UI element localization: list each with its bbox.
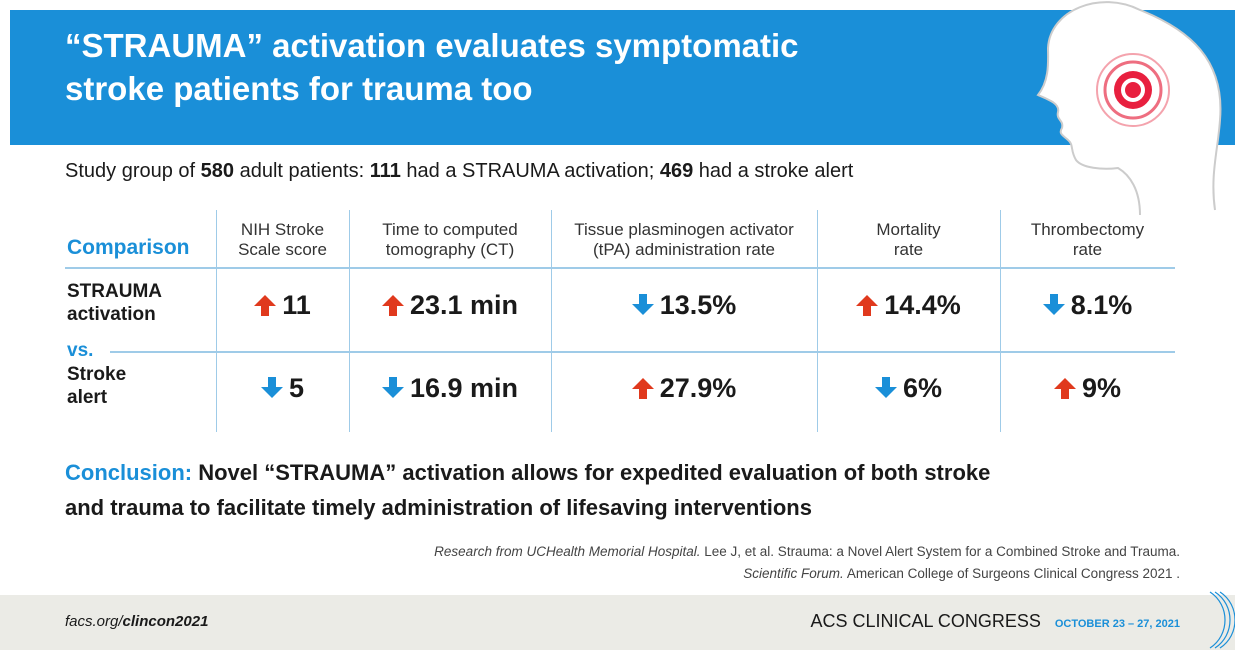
table-cell: 27.9%: [551, 363, 817, 413]
subtitle-number: 469: [660, 160, 693, 182]
arrow-up: [254, 294, 276, 316]
citation-text: American College of Surgeons Clinical Co…: [844, 566, 1180, 581]
cell-value: 14.4%: [884, 290, 961, 321]
corner-label: Comparison: [67, 236, 190, 260]
table-cell: 11: [216, 280, 349, 330]
column-header-line: (tPA) administration rate: [551, 240, 817, 260]
table-cell: 23.1 min: [349, 280, 551, 330]
row-label-line: Stroke: [67, 363, 126, 386]
arrow-down: [632, 294, 654, 316]
header-rule: [65, 267, 1175, 269]
separator-label: vs.: [67, 340, 93, 362]
url-bold: clincon2021: [123, 613, 209, 630]
conclusion-text: Novel “STRAUMA” activation allows for ex…: [198, 460, 990, 485]
arrow-up: [382, 294, 404, 316]
table-cell: 13.5%: [551, 280, 817, 330]
cell-value: 23.1 min: [410, 290, 518, 321]
footer-brand: ACS CLINICAL CONGRESS OCTOBER 23 – 27, 20…: [810, 611, 1180, 632]
brand-name: ACS CLINICAL CONGRESS: [810, 611, 1040, 632]
table-cell: 14.4%: [817, 280, 1000, 330]
subtitle-text: had a stroke alert: [693, 160, 853, 182]
citation-line: Scientific Forum. American College of Su…: [743, 566, 1180, 581]
cell-value: 16.9 min: [410, 373, 518, 404]
arrow-up: [632, 377, 654, 399]
url-plain: facs.org/: [65, 613, 123, 630]
row-label-line: alert: [67, 386, 126, 409]
cell-value: 27.9%: [660, 373, 737, 404]
table-cell: 5: [216, 363, 349, 413]
citation-text: Lee J, et al. Strauma: a Novel Alert Sys…: [701, 544, 1180, 559]
table-cell: 9%: [1000, 363, 1175, 413]
footer-url: facs.org/clincon2021: [65, 613, 208, 630]
table-cell: 8.1%: [1000, 280, 1175, 330]
arrow-up: [856, 294, 878, 316]
column-header-line: Scale score: [216, 240, 349, 260]
cell-value: 13.5%: [660, 290, 737, 321]
brand-dates: OCTOBER 23 – 27, 2021: [1055, 618, 1180, 630]
row-label-line: STRAUMA: [67, 280, 162, 303]
cell-value: 5: [289, 373, 304, 404]
column-header-line: Time to computed: [349, 220, 551, 240]
conclusion-text: and trauma to facilitate timely administ…: [65, 495, 812, 520]
column-header-line: rate: [1000, 240, 1175, 260]
subtitle-text: Study group of: [65, 160, 201, 182]
cell-value: 6%: [903, 373, 942, 404]
conclusion-line: Conclusion: Novel “STRAUMA” activation a…: [65, 460, 990, 486]
table-cell: 16.9 min: [349, 363, 551, 413]
subtitle-text: adult patients:: [234, 160, 370, 182]
table-cell: 6%: [817, 363, 1000, 413]
column-header-line: Tissue plasminogen activator: [551, 220, 817, 240]
subtitle-number: 111: [370, 160, 401, 182]
head-illustration: [990, 0, 1235, 215]
column-header-line: rate: [817, 240, 1000, 260]
cell-value: 11: [282, 290, 311, 321]
conclusion-label: Conclusion:: [65, 460, 192, 485]
column-header: Tissue plasminogen activator(tPA) admini…: [551, 220, 817, 260]
cell-value: 9%: [1082, 373, 1121, 404]
page: “STRAUMA” activation evaluates symptomat…: [0, 0, 1235, 650]
arrow-down: [261, 377, 283, 399]
citation-text: Research from UCHealth Memorial Hospital…: [434, 544, 700, 559]
subtitle: Study group of 580 adult patients: 111 h…: [65, 160, 853, 183]
citation-text: Scientific Forum.: [743, 566, 844, 581]
row-rule: [110, 351, 1175, 353]
title-line: stroke patients for trauma too: [65, 70, 533, 108]
column-header-line: Mortality: [817, 220, 1000, 240]
arrow-up: [1054, 377, 1076, 399]
arrow-down: [1043, 294, 1065, 316]
footer-swoosh: [1205, 590, 1235, 650]
subtitle-number: 580: [201, 160, 234, 182]
row-label-line: activation: [67, 303, 162, 326]
column-header-line: Thrombectomy: [1000, 220, 1175, 240]
arrow-down: [875, 377, 897, 399]
citation-line: Research from UCHealth Memorial Hospital…: [434, 544, 1180, 559]
subtitle-text: had a STRAUMA activation;: [401, 160, 660, 182]
arrow-down: [382, 377, 404, 399]
conclusion-line: and trauma to facilitate timely administ…: [65, 495, 812, 521]
cell-value: 8.1%: [1071, 290, 1133, 321]
title-line: “STRAUMA” activation evaluates symptomat…: [65, 27, 799, 65]
column-header-line: NIH Stroke: [216, 220, 349, 240]
column-header-line: tomography (CT): [349, 240, 551, 260]
